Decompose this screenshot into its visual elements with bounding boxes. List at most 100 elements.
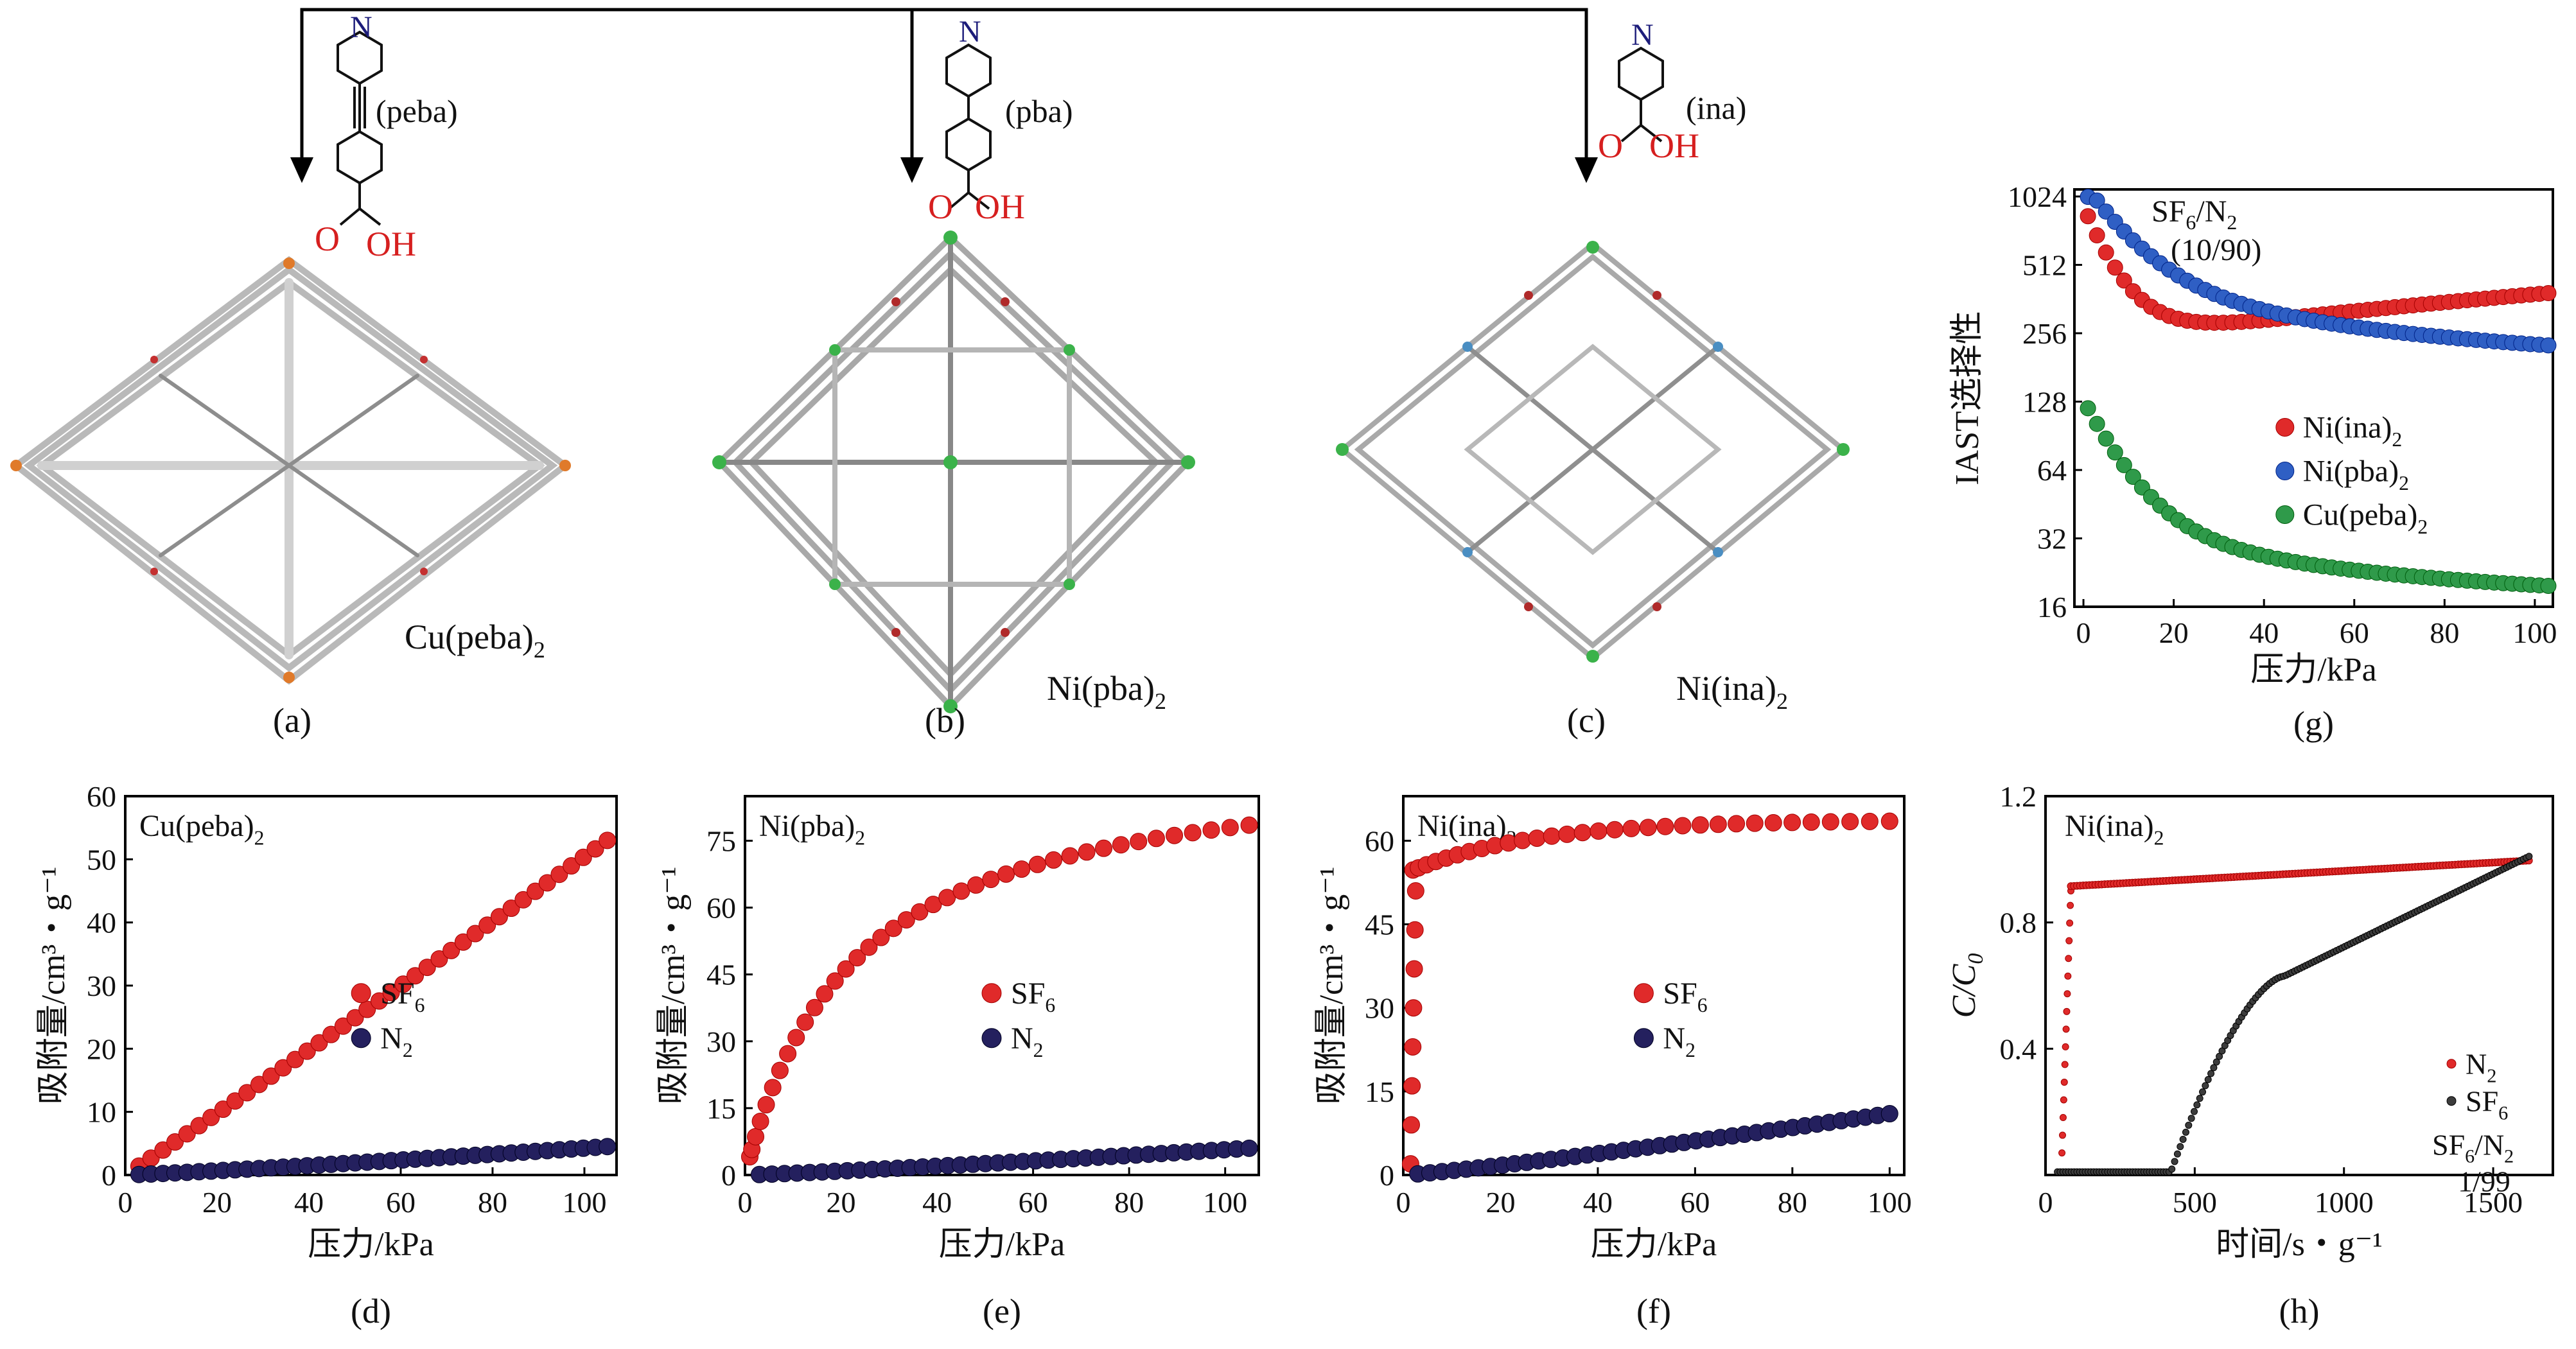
point-sf6 <box>454 933 472 951</box>
point-sf6 <box>897 911 915 929</box>
x-tick-label: 60 <box>1019 1186 1048 1219</box>
point-peba <box>2125 469 2141 485</box>
x-tick-label: 100 <box>1203 1186 1247 1219</box>
point-ina <box>2089 227 2105 244</box>
plot-frame <box>1402 795 1906 1176</box>
legend-label-sf6-main: SF <box>2466 1085 2498 1118</box>
point-sf6 <box>418 959 436 977</box>
point-sf6 <box>779 1045 797 1063</box>
y-tick-label: 128 <box>2022 386 2067 419</box>
chart-title: Cu(peba)2 <box>139 809 264 849</box>
point-sf6 <box>563 857 581 875</box>
x-tick-label: 80 <box>2430 616 2459 649</box>
point-sf6 <box>527 882 545 900</box>
feed-part-b: 6 <box>2465 1146 2475 1167</box>
y-tick-label: 60 <box>1365 824 1394 857</box>
chart-title: SF6/N2 <box>2151 195 2237 234</box>
legend-marker-sf6 <box>2446 1096 2457 1106</box>
point-n2 <box>2065 937 2073 944</box>
legend-label-peba-sub: 2 <box>2417 516 2428 538</box>
point-pba <box>2089 192 2105 209</box>
x-tick-label: 0 <box>738 1186 753 1219</box>
x-axis-label: 时间/s・g⁻¹ <box>2216 1226 2383 1263</box>
point-sf6 <box>1406 921 1424 939</box>
ligand-pba <box>945 43 992 210</box>
series-sf6 <box>130 831 617 1175</box>
point-sf6 <box>2187 1115 2195 1122</box>
ligand-ina <box>1618 46 1664 143</box>
legend-marker-pba <box>2275 462 2295 480</box>
y-axis-label-main: C/C <box>1946 963 1983 1018</box>
panel-label-a: (a) <box>273 701 311 740</box>
x-tick-label: 1500 <box>2464 1186 2523 1219</box>
series-n2 <box>1409 1105 1898 1183</box>
point-sf6 <box>816 985 834 1003</box>
legend-label-n2: N2 <box>1011 1022 1044 1061</box>
chart-title-sub: 2 <box>2154 826 2164 849</box>
point-sf6 <box>1202 821 1220 839</box>
y-tick-label: 45 <box>1365 909 1394 941</box>
point-peba <box>2107 444 2123 461</box>
connector-bracket <box>300 8 1588 177</box>
legend-label-sf6-sub: 6 <box>415 994 425 1016</box>
point-sf6 <box>274 1059 292 1077</box>
x-tick-label: 60 <box>386 1186 416 1219</box>
point-ina <box>2098 244 2114 261</box>
series-sf6 <box>2054 853 2533 1176</box>
point-sf6 <box>2193 1101 2201 1109</box>
y-axis-label: 吸附量/cm³・g⁻¹ <box>35 867 72 1105</box>
series-sf6 <box>1401 812 1898 1173</box>
point-sf6 <box>1405 960 1423 978</box>
title-part-b: 6 <box>2186 211 2196 234</box>
chart-title-main: Ni(ina) <box>1417 809 1507 843</box>
point-sf6 <box>787 1029 805 1047</box>
point-sf6 <box>924 896 942 914</box>
point-sf6 <box>214 1101 232 1118</box>
point-ina <box>2540 285 2557 302</box>
ligand-pba-name: (pba) <box>1005 93 1073 129</box>
point-sf6 <box>967 876 985 894</box>
point-sf6 <box>1606 821 1624 839</box>
point-peba <box>2080 400 2096 417</box>
point-sf6 <box>1403 1077 1421 1095</box>
point-n2 <box>2059 1114 2067 1122</box>
arrow-head-b <box>900 157 924 183</box>
x-tick-label: 100 <box>562 1186 606 1219</box>
legend-label-n2-main: N <box>2466 1048 2487 1081</box>
legend-label-ina: Ni(ina)2 <box>2303 411 2402 451</box>
point-sf6 <box>872 928 890 946</box>
legend-label-sf6-main: SF <box>380 977 414 1011</box>
point-sf6 <box>848 949 866 967</box>
point-n2 <box>2058 1149 2066 1157</box>
point-sf6 <box>2199 1088 2207 1096</box>
series-sf6 <box>740 816 1258 1166</box>
chart-iast-selectivity: 0 20 40 60 80 100 16 32 64 128 256 512 1024 压力/kPa IAS… <box>1949 180 2557 743</box>
point-sf6 <box>574 848 592 866</box>
legend-label-ina-main: Ni(ina) <box>2303 411 2392 445</box>
legend-marker-n2 <box>2446 1059 2457 1069</box>
y-tick-label: 0 <box>101 1159 116 1192</box>
title-part-d: 2 <box>2227 211 2237 234</box>
point-sf6 <box>757 1096 775 1114</box>
panel-label-c: (c) <box>1567 701 1606 740</box>
y-tick-label: 1024 <box>2008 180 2067 213</box>
point-sf6 <box>2182 1128 2189 1136</box>
arrow-head-a <box>290 157 313 183</box>
point-sf6 <box>250 1075 268 1093</box>
point-sf6 <box>1514 831 1532 849</box>
ligand-ina-name: (ina) <box>1686 90 1746 126</box>
chart-title-sub: 2 <box>254 826 265 849</box>
point-sf6 <box>1558 825 1576 843</box>
point-sf6 <box>911 903 929 921</box>
legend-label-peba: Cu(peba)2 <box>2303 498 2428 538</box>
chart-title: Ni(pba)2 <box>759 809 865 849</box>
panel-label-b: (b) <box>925 701 965 740</box>
point-n2 <box>2062 1043 2069 1050</box>
plot-frame <box>2073 188 2554 608</box>
point-sf6 <box>2196 1095 2204 1102</box>
legend-label-n2-sub: 2 <box>1033 1039 1044 1061</box>
chart-breakthrough-curve: 0 500 1000 15000.40.81.2时间/s・g⁻¹C/C0Ni(ina)… <box>1946 780 2554 1330</box>
legend-label-pba: Ni(pba)2 <box>2303 455 2409 494</box>
point-sf6 <box>382 984 400 1002</box>
point-sf6 <box>154 1141 172 1159</box>
